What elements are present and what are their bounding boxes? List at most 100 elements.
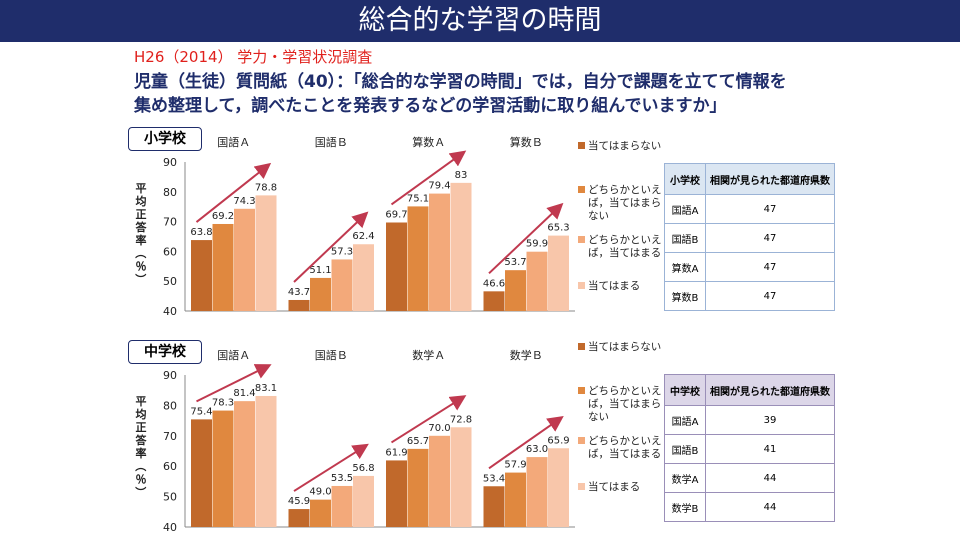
trend-arrow (390, 150, 467, 206)
question-line-2: 集め整理して，調べたことを発表するなどの学習活動に取り組んでいますか」 (134, 96, 727, 116)
legend-label: どちらかといえば，当てはまらない (588, 184, 662, 222)
bar (331, 485, 353, 527)
legend-swatch (578, 282, 585, 289)
bar-value-label: 65.3 (547, 223, 569, 234)
y-tick-label: 40 (163, 305, 177, 318)
survey-subtitle: H26（2014） 学力・学習状況調査 (134, 48, 373, 66)
table-cell-count: 41 (705, 434, 835, 464)
table-cell-count: 47 (705, 281, 835, 311)
y-axis-label-char: 答 (136, 220, 148, 234)
table-cell-subject: 数学B (664, 492, 706, 522)
bar (212, 223, 234, 311)
bar-value-label: 69.2 (212, 211, 234, 222)
bar-value-label: 83 (455, 170, 468, 181)
bar (353, 475, 374, 527)
bar-value-label: 53.5 (331, 473, 353, 484)
category-label: 算数Ａ (412, 135, 445, 149)
category-label: 国語Ａ (217, 348, 250, 362)
bar (234, 208, 255, 311)
legend-swatch (578, 483, 585, 490)
legend-swatch (578, 343, 585, 350)
y-tick-label: 70 (163, 216, 177, 229)
bar-value-label: 75.4 (190, 406, 212, 417)
table-header-row: 中学校 相関が見られた都道府県数 (664, 374, 835, 406)
y-tick-label: 90 (163, 369, 177, 382)
bar-value-label: 53.7 (504, 257, 526, 268)
page-title: 総合的な学習の時間 (0, 0, 960, 42)
bar-value-label: 81.4 (233, 388, 255, 399)
trend-arrow (390, 395, 467, 444)
bar (234, 401, 255, 527)
y-axis-label-char: ） (134, 487, 147, 498)
bar-value-label: 57.9 (504, 460, 526, 471)
bar-value-label: 65.9 (547, 435, 569, 446)
bar (255, 395, 277, 527)
y-tick-label: 50 (163, 275, 177, 288)
table-header-cell: 相関が見られた都道府県数 (705, 374, 835, 406)
legend-elementary: 当てはまらない どちらかといえば，当てはまらない どちらかといえば，当てはまる … (578, 140, 668, 300)
bar (483, 486, 505, 527)
y-tick-label: 80 (163, 186, 177, 199)
bar-value-label: 59.9 (526, 239, 548, 250)
bar-value-label: 69.7 (385, 209, 407, 220)
bar-value-label: 75.1 (407, 193, 429, 204)
elementary-correlation-table: 小学校 相関が見られた都道府県数 国語A 47 国語B 47 算数A 47 算数B 47 (664, 163, 835, 311)
bar (407, 448, 429, 527)
y-tick-label: 80 (163, 399, 177, 412)
bar (450, 182, 472, 311)
y-axis-label-char: 正 (136, 208, 147, 221)
bar-value-label: 83.1 (255, 383, 277, 394)
y-axis-label-char: 平 (136, 395, 147, 408)
table-cell-subject: 国語A (664, 405, 706, 435)
legend-swatch (578, 387, 585, 394)
bar (429, 435, 450, 527)
bar-value-label: 74.3 (233, 196, 255, 207)
y-tick-label: 70 (163, 430, 177, 443)
y-axis-label-char: 正 (136, 421, 147, 434)
bar (386, 222, 407, 311)
bar (255, 195, 277, 311)
bar (429, 193, 450, 311)
table-header-cell: 小学校 (664, 163, 706, 195)
table-cell-count: 47 (705, 194, 835, 224)
bar-value-label: 46.6 (483, 278, 505, 289)
y-axis-label-char: 平 (136, 182, 147, 195)
trend-arrow (293, 211, 369, 283)
bar (288, 299, 310, 311)
bar-value-label: 78.3 (212, 398, 234, 409)
y-axis-label-char: （ (134, 461, 147, 472)
bar (331, 259, 353, 311)
category-label: 国語Ｂ (315, 135, 348, 149)
bar (407, 206, 429, 311)
y-axis-label-char: （ (134, 248, 147, 259)
table-cell-count: 44 (705, 492, 835, 522)
trend-arrow (195, 162, 272, 223)
table-cell-count: 44 (705, 463, 835, 493)
y-axis-label-char: ） (134, 274, 147, 285)
bar-value-label: 57.3 (331, 246, 353, 257)
table-cell-subject: 数学A (664, 463, 706, 493)
y-tick-label: 60 (163, 245, 177, 258)
y-tick-label: 50 (163, 491, 177, 504)
y-axis-label-char: ％ (136, 260, 147, 273)
y-axis-label-char: 均 (136, 194, 147, 208)
trend-arrow (488, 202, 564, 275)
bar-value-label: 78.8 (255, 182, 277, 193)
table-row: 数学B 44 (664, 492, 835, 522)
bar (450, 427, 472, 527)
bar (526, 251, 548, 311)
y-axis-label-char: 均 (136, 407, 147, 421)
y-tick-label: 40 (163, 521, 177, 534)
bar (191, 240, 212, 311)
bar-value-label: 45.9 (288, 496, 310, 507)
table-row: 国語A 47 (664, 194, 835, 224)
bar-value-label: 72.8 (450, 414, 472, 425)
table-header-cell: 相関が見られた都道府県数 (705, 163, 835, 195)
table-cell-subject: 国語B (664, 434, 706, 464)
bar-value-label: 63.0 (526, 444, 548, 455)
bar-value-label: 43.7 (288, 287, 310, 298)
category-label: 数学Ａ (412, 348, 445, 362)
bar-value-label: 70.0 (428, 423, 450, 434)
table-row: 国語B 47 (664, 223, 835, 253)
bar (505, 270, 526, 311)
